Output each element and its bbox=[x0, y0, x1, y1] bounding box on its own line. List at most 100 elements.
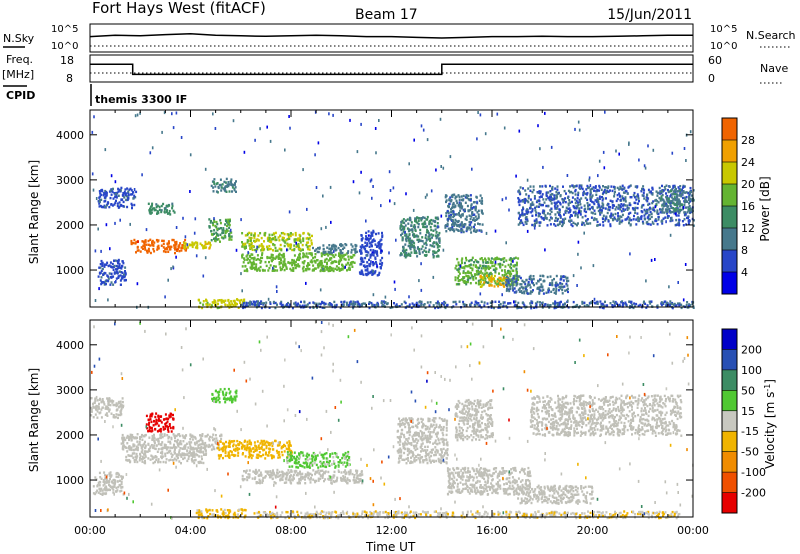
scatter-cell bbox=[133, 203, 136, 207]
scatter-cell bbox=[409, 218, 412, 222]
scatter-cell bbox=[572, 186, 575, 189]
scatter-cell bbox=[481, 209, 483, 213]
scatter-cell bbox=[616, 186, 619, 190]
scatter-cell bbox=[500, 283, 503, 286]
scatter-cell bbox=[154, 423, 157, 426]
scatter-cell bbox=[538, 221, 541, 224]
scatter-cell bbox=[640, 210, 643, 213]
scatter-cell bbox=[593, 301, 596, 305]
scatter-cell bbox=[633, 201, 636, 204]
scatter-cell bbox=[617, 212, 619, 215]
scatter-cell bbox=[459, 223, 462, 226]
scatter-cell bbox=[423, 225, 426, 229]
scatter-cell bbox=[187, 446, 190, 449]
scatter-cell bbox=[614, 190, 616, 193]
scatter-cell bbox=[164, 444, 167, 447]
scatter-cell bbox=[589, 184, 592, 188]
scatter-cell bbox=[339, 253, 341, 256]
scatter-cell bbox=[426, 225, 428, 228]
scatter-cell bbox=[330, 253, 333, 256]
scatter-cell bbox=[151, 208, 153, 211]
scatter-cell bbox=[575, 199, 578, 202]
scatter-cell bbox=[551, 187, 553, 190]
scatter-cell bbox=[443, 303, 445, 306]
scatter-cell bbox=[493, 306, 495, 310]
scatter-cell bbox=[221, 183, 224, 186]
scatter-cell bbox=[557, 200, 560, 203]
scatter-cell bbox=[130, 189, 133, 192]
scatter-cell bbox=[254, 303, 256, 307]
scatter-cell bbox=[393, 280, 396, 284]
date-title: 15/Jun/2011 bbox=[607, 7, 692, 23]
scatter-cell bbox=[276, 303, 278, 306]
scatter-cell bbox=[659, 191, 662, 194]
scatter-cell bbox=[254, 240, 257, 243]
scatter-cell bbox=[480, 229, 483, 232]
colorbar-tick-label: 24 bbox=[741, 156, 755, 169]
scatter-cell bbox=[407, 222, 410, 225]
scatter-cell bbox=[246, 241, 249, 244]
scatter-cell bbox=[111, 190, 114, 193]
scatter-cell bbox=[622, 191, 625, 194]
scatter-cell bbox=[242, 306, 245, 310]
scatter-cell bbox=[209, 221, 212, 224]
scatter-cell bbox=[597, 200, 600, 204]
scatter-cell bbox=[430, 233, 433, 236]
scatter-cell bbox=[171, 202, 174, 205]
scatter-cell bbox=[555, 287, 558, 291]
scatter-cell bbox=[215, 305, 218, 308]
scatter-cell bbox=[224, 303, 227, 306]
scatter-cell bbox=[245, 304, 248, 307]
scatter-cell bbox=[371, 234, 374, 237]
scatter-cell bbox=[405, 192, 407, 196]
scatter-cell bbox=[185, 434, 187, 437]
scatter-cell bbox=[644, 218, 647, 221]
scatter-cell bbox=[421, 251, 424, 254]
scatter-cell bbox=[322, 301, 325, 305]
y-tick-label: 2000 bbox=[56, 219, 84, 232]
scatter-cell bbox=[178, 449, 181, 452]
scatter-cell bbox=[631, 303, 634, 306]
scatter-cell bbox=[334, 247, 337, 251]
scatter-cell bbox=[485, 267, 488, 270]
scatter-cell bbox=[118, 270, 121, 273]
scatter-cell bbox=[379, 259, 382, 262]
scatter-cell bbox=[317, 265, 320, 269]
scatter-cell bbox=[484, 265, 487, 268]
scatter-cell bbox=[324, 302, 327, 306]
scatter-cell bbox=[150, 454, 153, 457]
scatter-cell bbox=[342, 303, 345, 307]
scatter-cell bbox=[243, 257, 245, 260]
scatter-cell bbox=[407, 239, 410, 242]
scatter-cell bbox=[374, 249, 377, 253]
scatter-cell bbox=[184, 249, 187, 252]
scatter-cell bbox=[636, 217, 639, 220]
scatter-cell bbox=[184, 242, 187, 245]
scatter-cell bbox=[551, 185, 554, 189]
scatter-cell bbox=[661, 193, 664, 197]
scatter-cell bbox=[460, 228, 463, 231]
scatter-cell bbox=[129, 222, 131, 226]
scatter-cell bbox=[193, 453, 196, 457]
scatter-cell bbox=[208, 303, 211, 306]
scatter-cell bbox=[318, 302, 321, 305]
scatter-cell bbox=[308, 267, 311, 271]
scatter-cell bbox=[199, 301, 202, 305]
scatter-cell bbox=[327, 254, 330, 257]
scatter-cell bbox=[91, 130, 94, 134]
scatter-cell bbox=[590, 216, 593, 219]
scatter-cell bbox=[463, 276, 466, 279]
scatter-cell bbox=[547, 191, 550, 194]
scatter-cell bbox=[483, 301, 486, 304]
scatter-cell bbox=[184, 235, 187, 239]
scatter-cell bbox=[522, 206, 524, 209]
scatter-cell bbox=[93, 115, 95, 119]
scatter-cell bbox=[521, 214, 524, 217]
scatter-cell bbox=[130, 454, 133, 457]
scatter-cell bbox=[348, 264, 351, 267]
scatter-cell bbox=[510, 263, 512, 266]
scatter-cell bbox=[507, 276, 510, 280]
scatter-cell bbox=[255, 265, 258, 269]
scatter-cell bbox=[621, 213, 624, 217]
scatter-cell bbox=[225, 177, 228, 181]
